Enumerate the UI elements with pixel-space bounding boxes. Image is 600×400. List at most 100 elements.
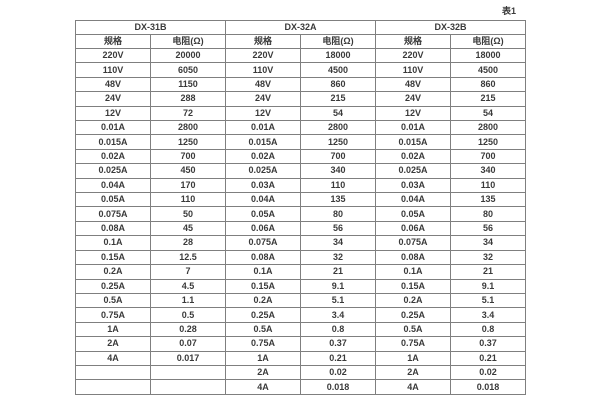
- table-cell: 0.25A: [225, 307, 302, 323]
- table-cell: 0.015A: [375, 134, 452, 150]
- table-cell: 0.03A: [225, 177, 302, 194]
- group-header-dx31b: DX-31B: [74, 20, 227, 35]
- table-cell: 0.02: [450, 364, 527, 381]
- table-cell: 0.5A: [225, 321, 302, 338]
- table-cell: 215: [300, 91, 377, 107]
- table-cell: 220V: [225, 47, 302, 64]
- table-cell: 340: [300, 163, 377, 179]
- table-cell: 54: [300, 105, 377, 122]
- group-header-dx32a: DX-32A: [225, 20, 377, 35]
- table-cell: 288: [149, 91, 227, 107]
- table-cell: 3.4: [300, 307, 377, 323]
- table-cell: 21: [300, 264, 377, 280]
- table-cell: 32: [450, 249, 527, 266]
- table-cell: 1250: [450, 134, 527, 150]
- table-row: 48V 1150 48V 860 48V 860: [75, 76, 527, 93]
- table-cell: 0.37: [450, 336, 527, 352]
- table-cell: 4A: [225, 379, 302, 395]
- table-cell: 0.8: [450, 321, 527, 338]
- table-cell: 56: [450, 220, 527, 237]
- table-cell: 0.025A: [225, 163, 302, 179]
- table-cell: 34: [300, 235, 377, 251]
- table-row: 110V 6050 110V 4500 110V 4500: [75, 62, 527, 78]
- table-cell: 12V: [375, 105, 452, 122]
- table-row: 24V 288 24V 215 24V 215: [75, 91, 527, 107]
- table-cell: 1250: [300, 134, 377, 150]
- group-header-row: DX-31B DX-32A DX-32B: [74, 20, 527, 35]
- table-cell: 0.02A: [225, 148, 302, 165]
- table-cell: 0.21: [450, 350, 527, 366]
- table-cell: 80: [450, 206, 527, 222]
- table-cell: [149, 364, 227, 381]
- table-row: 0.075A 50 0.05A 80 0.05A 80: [75, 206, 527, 222]
- table-cell: 4500: [450, 62, 527, 78]
- table-row: 12V 72 12V 54 12V 54: [75, 105, 527, 122]
- table-cell: 12V: [225, 105, 302, 122]
- table-cell: 0.06A: [375, 220, 452, 237]
- table-cell: 2800: [149, 120, 227, 136]
- table-cell: 48V: [75, 76, 151, 93]
- table-row: 2A 0.07 0.75A 0.37 0.75A 0.37: [75, 336, 527, 352]
- table-row: 0.2A 7 0.1A 21 0.1A 21: [75, 264, 527, 280]
- table-cell: 700: [450, 148, 527, 165]
- table-row: 0.05A 110 0.04A 135 0.04A 135: [75, 192, 527, 208]
- table-cell: 450: [149, 163, 227, 179]
- table-row: 220V 20000 220V 18000 220V 18000: [75, 47, 527, 64]
- table-cell: 135: [300, 192, 377, 208]
- table-cell: 80: [300, 206, 377, 222]
- resistance-header-dx32b: 电阻(Ω): [450, 34, 527, 49]
- table-cell: 4A: [375, 379, 452, 395]
- table-cell: 0.025A: [375, 163, 452, 179]
- table-row: 0.75A 0.5 0.25A 3.4 0.25A 3.4: [75, 307, 527, 323]
- table-cell: 0.2A: [225, 292, 302, 309]
- table-cell: 0.02A: [375, 148, 452, 165]
- table-cell: 3.4: [450, 307, 527, 323]
- table-cell: 12.5: [149, 249, 227, 266]
- table-row: 0.08A 45 0.06A 56 0.06A 56: [75, 220, 527, 237]
- table-cell: 0.15A: [225, 278, 302, 294]
- table-row: 0.1A 28 0.075A 34 0.075A 34: [75, 235, 527, 251]
- table-cell: 0.25A: [75, 278, 151, 294]
- table-cell: 110: [300, 177, 377, 194]
- table-cell: 110V: [375, 62, 452, 78]
- table-row: 0.01A 2800 0.01A 2800 0.01A 2800: [75, 120, 527, 136]
- table-cell: 0.02: [300, 364, 377, 381]
- table-cell: 24V: [375, 91, 452, 107]
- table-cell: 135: [450, 192, 527, 208]
- table-cell: 6050: [149, 62, 227, 78]
- table-caption: 表1: [502, 6, 517, 16]
- table-cell: 5.1: [450, 292, 527, 309]
- table-cell: 56: [300, 220, 377, 237]
- table-cell: 0.08A: [75, 220, 151, 237]
- table-cell: [75, 364, 151, 381]
- table-row: 2A 0.02 2A 0.02: [75, 364, 527, 381]
- table-row: 0.5A 1.1 0.2A 5.1 0.2A 5.1: [75, 292, 527, 309]
- table-cell: 48V: [375, 76, 452, 93]
- table-cell: 0.05A: [75, 192, 151, 208]
- table-cell: 0.1A: [75, 235, 151, 251]
- table-cell: 45: [149, 220, 227, 237]
- table-cell: 4500: [300, 62, 377, 78]
- table-cell: [75, 379, 151, 395]
- table-cell: 170: [149, 177, 227, 194]
- table-cell: 0.015A: [225, 134, 302, 150]
- table-cell: 32: [300, 249, 377, 266]
- table-cell: 0.28: [149, 321, 227, 338]
- table-cell: 0.75A: [75, 307, 151, 323]
- table-cell: 12V: [75, 105, 151, 122]
- table-row: 4A 0.017 1A 0.21 1A 0.21: [75, 350, 527, 366]
- table-cell: 2800: [300, 120, 377, 136]
- table-cell: 1250: [149, 134, 227, 150]
- table-cell: 0.75A: [225, 336, 302, 352]
- table-row: 0.15A 12.5 0.08A 32 0.08A 32: [75, 249, 527, 266]
- table-cell: 220V: [375, 47, 452, 64]
- table-cell: 0.075A: [225, 235, 302, 251]
- table-cell: 24V: [75, 91, 151, 107]
- table-cell: 18000: [450, 47, 527, 64]
- table-cell: 48V: [225, 76, 302, 93]
- table-cell: 34: [450, 235, 527, 251]
- table-cell: 0.08A: [375, 249, 452, 266]
- table-cell: 9.1: [300, 278, 377, 294]
- table-cell: 9.1: [450, 278, 527, 294]
